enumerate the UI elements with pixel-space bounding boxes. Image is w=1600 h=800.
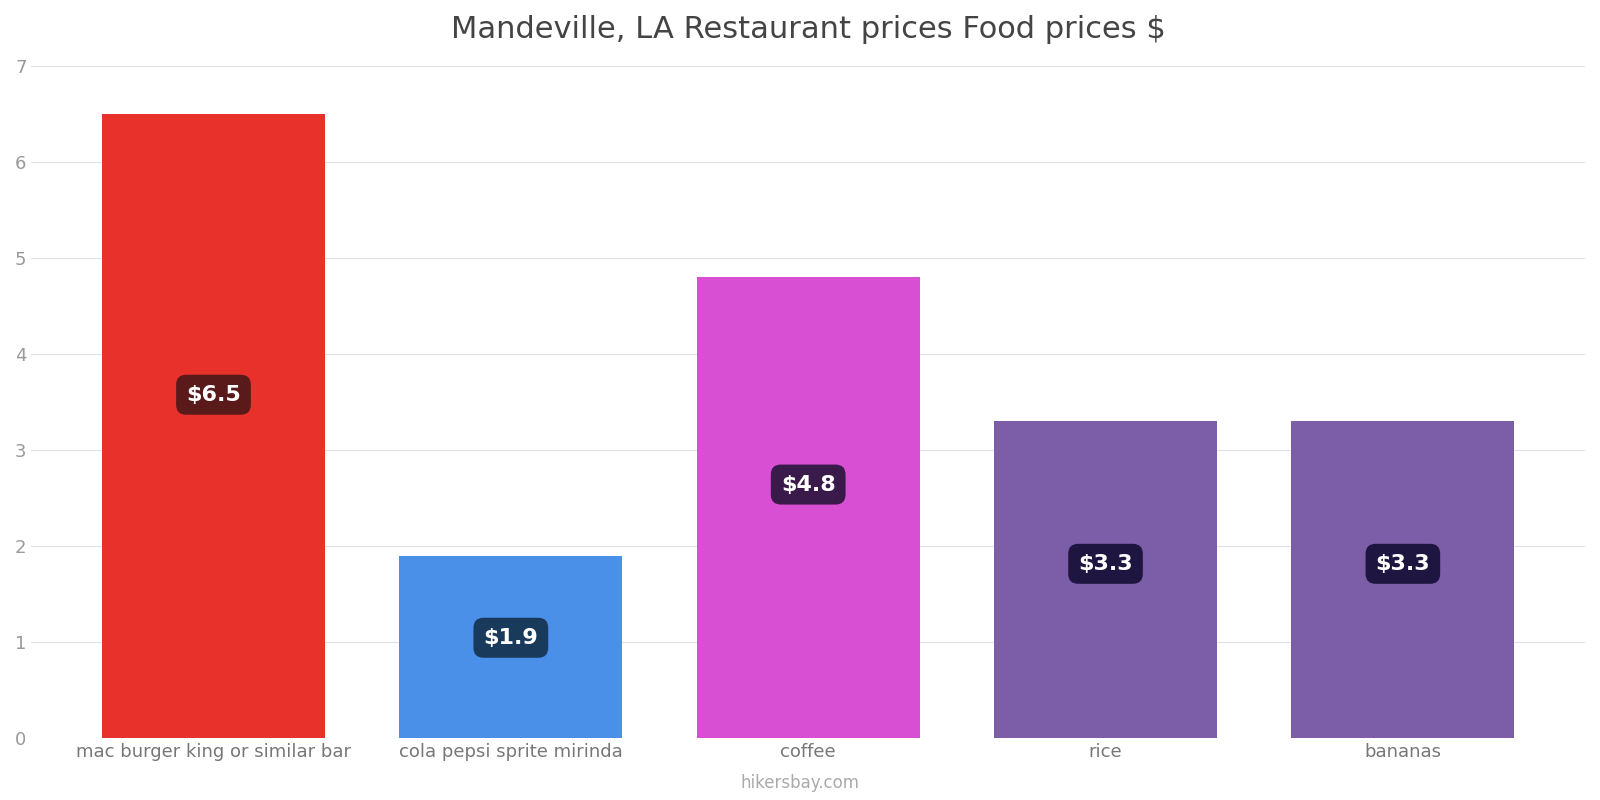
Bar [400,556,622,738]
Text: $1.9: $1.9 [483,628,538,648]
Text: hikersbay.com: hikersbay.com [741,774,859,792]
Text: $6.5: $6.5 [186,385,242,405]
Bar [102,114,325,738]
Bar [994,421,1218,738]
Text: $3.3: $3.3 [1376,554,1430,574]
Text: $4.8: $4.8 [781,474,835,494]
Bar [1291,421,1514,738]
Bar [696,277,920,738]
Title: Mandeville, LA Restaurant prices Food prices $: Mandeville, LA Restaurant prices Food pr… [451,15,1165,44]
Text: $3.3: $3.3 [1078,554,1133,574]
